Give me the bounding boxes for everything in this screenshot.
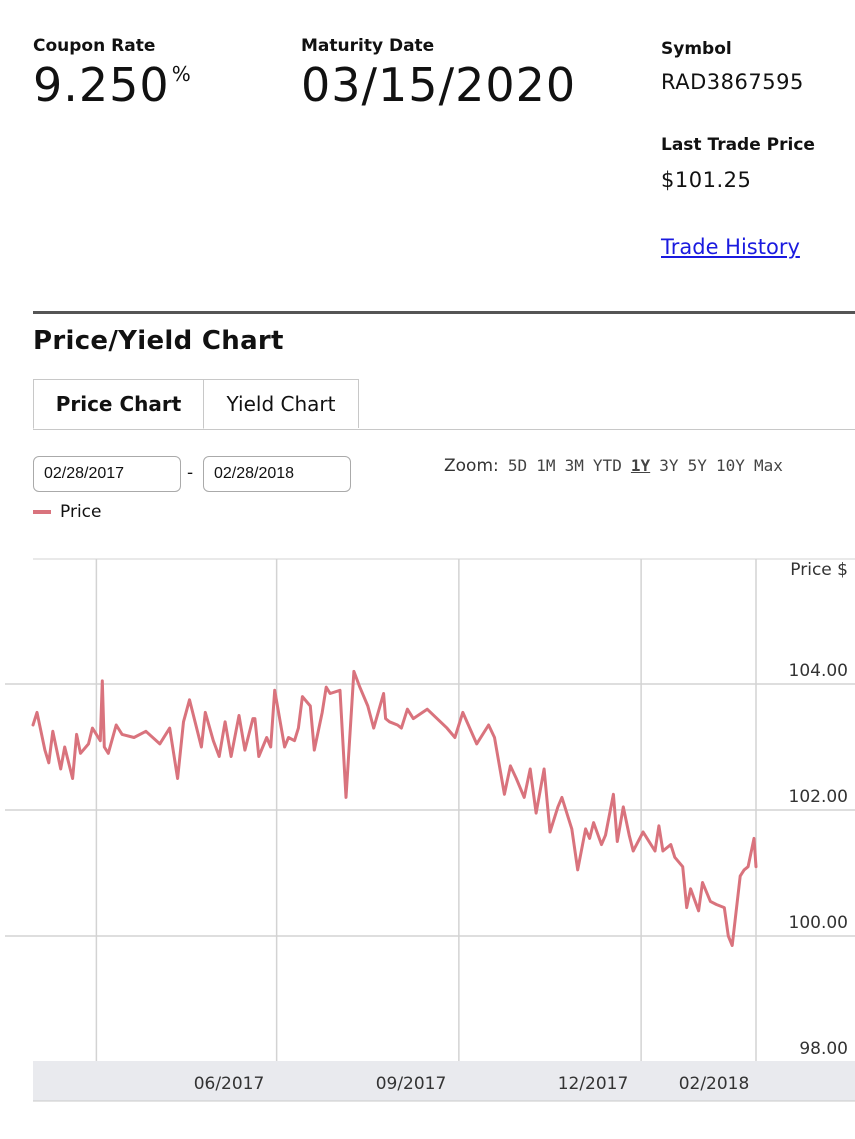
chart-tabs: Price Chart Yield Chart (33, 379, 855, 430)
coupon-rate-number: 9.250 (33, 58, 170, 112)
symbol-label: Symbol (661, 39, 732, 59)
date-range-separator: - (187, 463, 194, 483)
y-tick-label: 104.00 (789, 661, 848, 681)
price-series-line (31, 669, 758, 947)
y-tick-label: 102.00 (789, 787, 848, 807)
y-tick-label: 100.00 (789, 913, 848, 933)
coupon-rate-unit: % (171, 62, 192, 86)
zoom-5y[interactable]: 5Y (687, 456, 707, 475)
x-axis-band (33, 1061, 855, 1101)
zoom-10y[interactable]: 10Y (716, 456, 745, 475)
coupon-rate-value: 9.250% (33, 58, 192, 112)
x-tick-label: 02/2018 (679, 1074, 750, 1094)
zoom-5d[interactable]: 5D (507, 456, 528, 475)
price-chart: 06/2017 09/2017 12/2017 02/2018 104.00 102.00… (5, 558, 855, 1102)
zoom-1y[interactable]: 1Y (630, 456, 651, 475)
maturity-date-value: 03/15/2020 (301, 58, 577, 112)
y-tick-label: 98.00 (799, 1039, 848, 1059)
x-tick-label: 12/2017 (558, 1074, 629, 1094)
coupon-rate-label: Coupon Rate (33, 36, 156, 56)
legend-label-price[interactable]: Price (60, 502, 102, 522)
symbol-value: RAD3867595 (661, 70, 804, 94)
zoom-3y[interactable]: 3Y (659, 456, 679, 475)
tab-price-chart[interactable]: Price Chart (33, 379, 204, 429)
start-date-input[interactable]: 02/28/2017 (33, 456, 181, 492)
zoom-controls: Zoom: 5D 1M 3M YTD 1Y 3Y 5Y 10Y Max (444, 456, 783, 476)
section-title: Price/Yield Chart (33, 326, 284, 356)
zoom-ytd[interactable]: YTD (592, 456, 622, 475)
tab-yield-chart[interactable]: Yield Chart (203, 379, 359, 428)
zoom-max[interactable]: Max (754, 456, 783, 475)
trade-history-link[interactable]: Trade History (661, 235, 800, 259)
last-trade-price-value: $101.25 (661, 168, 752, 192)
x-tick-label: 06/2017 (194, 1074, 265, 1094)
section-divider (33, 311, 855, 314)
end-date-input[interactable]: 02/28/2018 (203, 456, 351, 492)
legend-swatch-price (33, 510, 51, 514)
x-tick-label: 09/2017 (376, 1074, 447, 1094)
maturity-date-label: Maturity Date (301, 36, 435, 56)
zoom-3m[interactable]: 3M (564, 456, 584, 475)
y-axis-title: Price $ (790, 560, 848, 580)
zoom-label: Zoom: (444, 456, 499, 476)
zoom-1m[interactable]: 1M (536, 456, 556, 475)
last-trade-price-label: Last Trade Price (661, 135, 815, 155)
